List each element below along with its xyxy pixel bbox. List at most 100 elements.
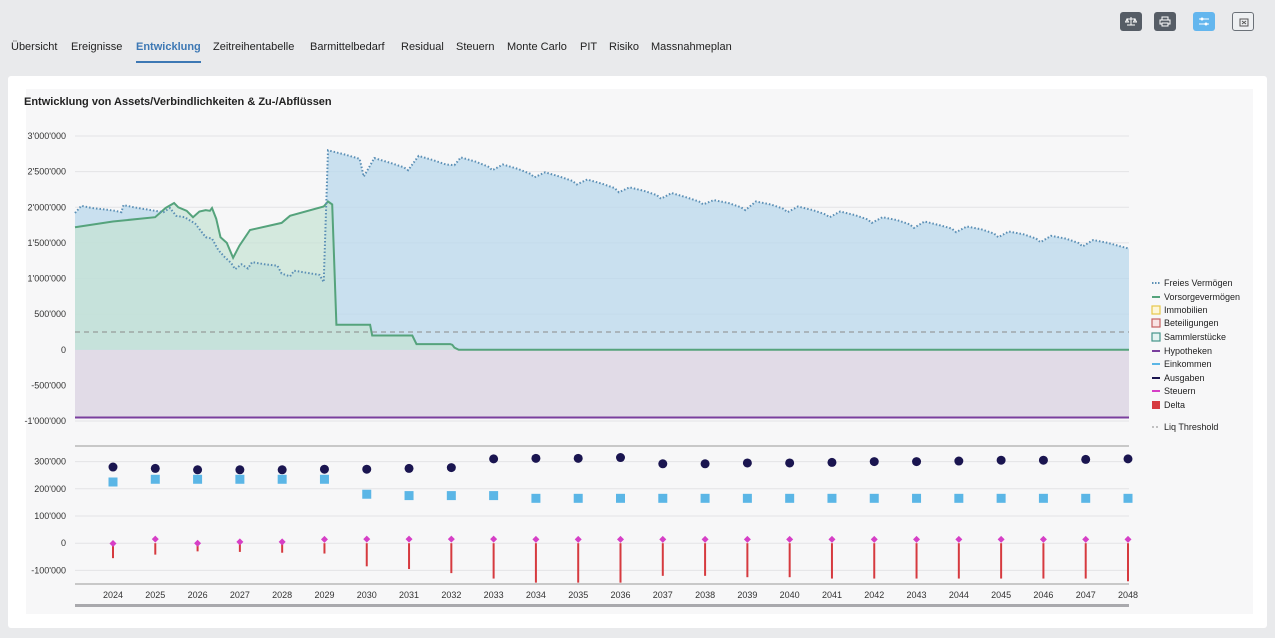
- legend-label: Steuern: [1164, 386, 1196, 396]
- tab-residual[interactable]: Residual: [401, 41, 444, 53]
- legend-item[interactable]: Delta: [1152, 400, 1185, 410]
- tab-barmittelbedarf[interactable]: Barmittelbedarf: [310, 41, 385, 53]
- x-tick-label: 2042: [864, 590, 884, 600]
- y-tick-label: 2'000'000: [28, 202, 66, 212]
- einkommen-point: [531, 493, 541, 503]
- legend-item[interactable]: Immobilien: [1151, 305, 1208, 315]
- einkommen-point: [996, 493, 1006, 503]
- x-tick-label: 2045: [991, 590, 1011, 600]
- legend-label: Delta: [1164, 400, 1185, 410]
- legend-label: Freies Vermögen: [1164, 278, 1233, 288]
- close-box-icon[interactable]: [1232, 12, 1254, 31]
- einkommen-point: [193, 474, 203, 484]
- steuern-point: [743, 535, 751, 543]
- y-tick-label: 1'000'000: [28, 274, 66, 284]
- y-tick-label: 1'500'000: [28, 238, 66, 248]
- ausgaben-point: [362, 464, 372, 474]
- ausgaben-point: [658, 459, 668, 469]
- legend-item[interactable]: Freies Vermögen: [1152, 278, 1233, 288]
- steuern-point: [278, 538, 286, 546]
- y-tick-label: 0: [61, 538, 66, 548]
- ausgaben-point: [319, 464, 329, 474]
- axis-ticks: 3'000'000 2'500'000 2'000'000 1'500'000 1'00…: [25, 131, 1139, 600]
- steuern-point: [659, 535, 667, 543]
- x-tick-label: 2040: [780, 590, 800, 600]
- ausgaben-point: [700, 459, 710, 469]
- tab-steuern[interactable]: Steuern: [456, 41, 495, 53]
- ausgaben-point: [1081, 454, 1091, 464]
- hypotheken-area: [75, 349, 1129, 418]
- x-tick-label: 2032: [441, 590, 461, 600]
- ausgaben-point: [869, 457, 879, 467]
- einkommen-point: [1123, 493, 1133, 503]
- steuern-point: [109, 539, 117, 547]
- tab-zeitreihentabelle[interactable]: Zeitreihentabelle: [213, 41, 295, 53]
- x-tick-label: 2024: [103, 590, 123, 600]
- tab-ereignisse[interactable]: Ereignisse: [71, 41, 123, 53]
- legend[interactable]: Freies Vermögen Vorsorgevermögen Immobilie…: [1151, 278, 1240, 432]
- ausgaben-point: [1123, 454, 1133, 464]
- legend-item[interactable]: Hypotheken: [1152, 346, 1212, 356]
- legend-label: Sammlerstücke: [1164, 332, 1226, 342]
- legend-label: Hypotheken: [1164, 346, 1212, 356]
- tab-massnahmeplan[interactable]: Massnahmeplan: [651, 41, 732, 53]
- ausgaben-point: [531, 453, 541, 463]
- einkommen-point: [1081, 493, 1091, 503]
- print-icon[interactable]: [1154, 12, 1176, 31]
- x-tick-label: 2037: [653, 590, 673, 600]
- legend-swatch: [1151, 318, 1161, 328]
- einkommen-point: [1038, 493, 1048, 503]
- ausgaben-point: [150, 463, 160, 473]
- steuern-point: [574, 535, 582, 543]
- legend-label: Immobilien: [1164, 305, 1208, 315]
- steuern-point: [236, 538, 244, 546]
- einkommen-point: [150, 474, 160, 484]
- legend-item[interactable]: Vorsorgevermögen: [1152, 292, 1240, 302]
- y-tick-label: 0: [61, 345, 66, 355]
- legend-item[interactable]: Sammlerstücke: [1151, 332, 1226, 342]
- tab-entwicklung[interactable]: Entwicklung: [136, 41, 201, 63]
- legend-item[interactable]: Beteiligungen: [1151, 318, 1219, 328]
- y-tick-label: 200'000: [34, 484, 66, 494]
- tab-uebersicht[interactable]: Übersicht: [11, 41, 58, 53]
- ausgaben-point: [912, 457, 922, 467]
- tab-risiko[interactable]: Risiko: [609, 41, 639, 53]
- y-tick-label: 2'500'000: [28, 167, 66, 177]
- y-tick-label: -100'000: [31, 565, 66, 575]
- legend-label: Ausgaben: [1164, 373, 1205, 383]
- freies-vermoegen-area: [75, 150, 1129, 350]
- x-tick-label: 2026: [188, 590, 208, 600]
- ausgaben-point: [785, 458, 795, 468]
- scale-icon[interactable]: [1120, 12, 1142, 31]
- einkommen-point: [658, 493, 668, 503]
- x-tick-label: 2046: [1033, 590, 1053, 600]
- einkommen-point: [827, 493, 837, 503]
- top-bar: Übersicht Ereignisse Entwicklung Zeitrei…: [0, 0, 1275, 66]
- steuern-point: [786, 535, 794, 543]
- y-tick-label: -500'000: [31, 380, 66, 390]
- steuern-point: [997, 535, 1005, 543]
- steuern-point: [532, 535, 540, 543]
- x-tick-label: 2036: [610, 590, 630, 600]
- tab-pit[interactable]: PIT: [580, 41, 598, 53]
- x-tick-label: 2048: [1118, 590, 1138, 600]
- legend-item[interactable]: Liq Threshold: [1152, 422, 1218, 432]
- sliders-icon[interactable]: [1193, 12, 1215, 31]
- legend-item[interactable]: Ausgaben: [1152, 373, 1205, 383]
- ausgaben-point: [108, 462, 118, 472]
- vorsorgevermoegen-line: [74, 200, 1129, 351]
- ausgaben-point: [277, 465, 287, 475]
- x-tick-label: 2028: [272, 590, 292, 600]
- ausgaben-point: [954, 456, 964, 466]
- steuern-point: [194, 539, 202, 547]
- legend-item[interactable]: Einkommen: [1152, 359, 1212, 369]
- steuern-point: [870, 535, 878, 543]
- x-tick-label: 2031: [399, 590, 419, 600]
- ausgaben-point: [404, 463, 414, 473]
- legend-item[interactable]: Steuern: [1152, 386, 1196, 396]
- legend-label: Einkommen: [1164, 359, 1212, 369]
- tab-monte-carlo[interactable]: Monte Carlo: [507, 41, 567, 53]
- x-tick-label: 2044: [949, 590, 969, 600]
- einkommen-point: [319, 474, 329, 484]
